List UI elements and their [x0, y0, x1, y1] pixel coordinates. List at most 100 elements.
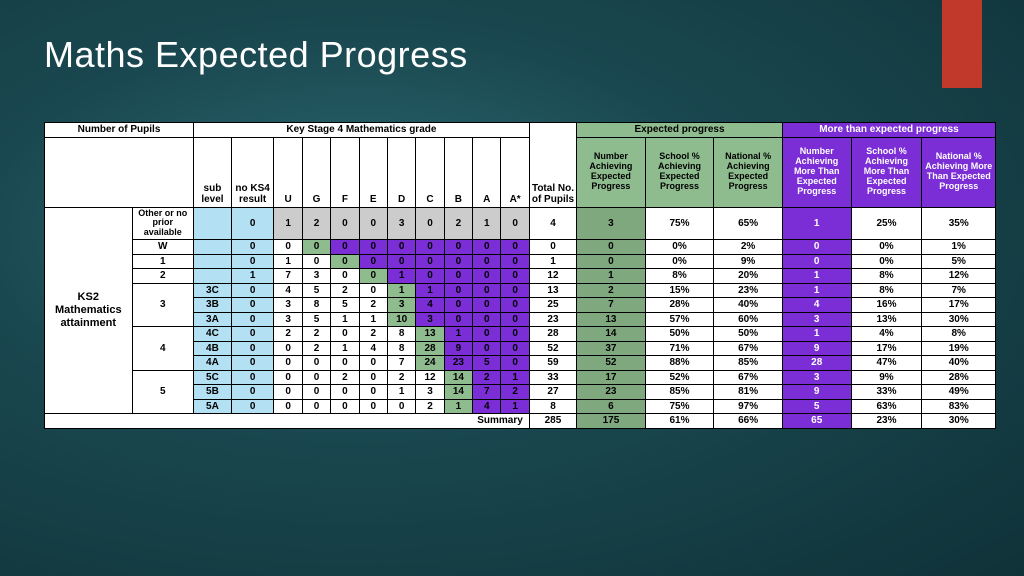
cell-morenum: 3 — [782, 312, 851, 327]
cell-grade: 2 — [416, 399, 444, 414]
cell-total: 27 — [529, 385, 576, 400]
cell-grade: 0 — [302, 385, 330, 400]
cell-expnum: 6 — [577, 399, 646, 414]
cell-grade: 0 — [302, 254, 330, 269]
cell-grade: 7 — [473, 385, 501, 400]
cell-grade: 0 — [331, 399, 359, 414]
cell-expnum: 0 — [577, 254, 646, 269]
cell-grade: 0 — [302, 240, 330, 255]
cell-grade: 3 — [387, 207, 415, 240]
table-body: KS2 Mathematics attainment Other or no p… — [45, 207, 996, 428]
cell-grade: 3 — [387, 298, 415, 313]
cell-noks4: 0 — [231, 356, 274, 371]
cell-grade: 0 — [501, 341, 529, 356]
cell-grade: 1 — [359, 312, 387, 327]
cell-grade: 1 — [274, 254, 302, 269]
cell-natmore: 35% — [922, 207, 996, 240]
cell-sublevel: 4A — [194, 356, 232, 371]
hdr-blank — [45, 137, 194, 207]
cell-schoolexp: 50% — [645, 327, 714, 342]
cell-grade: 0 — [274, 356, 302, 371]
cell-grade: 1 — [501, 399, 529, 414]
cell-grade: 4 — [359, 341, 387, 356]
cell-expnum: 2 — [577, 283, 646, 298]
cell-grade: 0 — [359, 356, 387, 371]
cell-grade: 5 — [302, 312, 330, 327]
hdr-grade-astar: A* — [501, 137, 529, 207]
cell-sublevel: 3C — [194, 283, 232, 298]
cell-morenum: 1 — [782, 269, 851, 284]
hdr-pupils: Number of Pupils — [45, 123, 194, 138]
cell-natexp: 40% — [714, 298, 783, 313]
cell-schoolexp: 85% — [645, 385, 714, 400]
cell-grade: 1 — [331, 312, 359, 327]
cell-grade: 0 — [473, 312, 501, 327]
cell-natexp: 67% — [714, 370, 783, 385]
cell-expnum: 7 — [577, 298, 646, 313]
cell-total: 28 — [529, 327, 576, 342]
progress-table: Number of Pupils Key Stage 4 Mathematics… — [44, 122, 996, 429]
cell-noks4: 0 — [231, 254, 274, 269]
cell-expnum: 0 — [577, 240, 646, 255]
cell-grade: 0 — [302, 399, 330, 414]
hdr-grade-a: A — [473, 137, 501, 207]
cell-grade: 0 — [359, 207, 387, 240]
cell-schoolexp: 75% — [645, 399, 714, 414]
hdr-total: Total No. of Pupils — [529, 123, 576, 208]
cell-schoolmore: 63% — [851, 399, 922, 414]
hdr-ks4: Key Stage 4 Mathematics grade — [194, 123, 530, 138]
cell-grade: 23 — [444, 356, 472, 371]
cell-morenum: 9 — [782, 385, 851, 400]
cell-grade: 4 — [473, 399, 501, 414]
cell-grade: 0 — [359, 385, 387, 400]
cell-natexp: 60% — [714, 312, 783, 327]
hdr-grade-e: E — [359, 137, 387, 207]
cell-grade: 14 — [444, 370, 472, 385]
cell-grade: 0 — [501, 356, 529, 371]
cell-natmore: 12% — [922, 269, 996, 284]
cell-grade: 0 — [416, 240, 444, 255]
cell-grade: 7 — [387, 356, 415, 371]
cell-morenum: 4 — [782, 298, 851, 313]
cell-grade: 1 — [501, 370, 529, 385]
cell-total: 1 — [529, 254, 576, 269]
cell-grade: 0 — [274, 399, 302, 414]
summary-morenum: 65 — [782, 414, 851, 429]
cell-grade: 8 — [387, 327, 415, 342]
cell-total: 23 — [529, 312, 576, 327]
row-label: W — [132, 240, 194, 255]
cell-grade: 2 — [359, 298, 387, 313]
cell-grade: 0 — [501, 269, 529, 284]
cell-schoolmore: 0% — [851, 254, 922, 269]
progress-table-container: Number of Pupils Key Stage 4 Mathematics… — [44, 122, 996, 429]
hdr-grade-u: U — [274, 137, 302, 207]
table-row: W 0 0000000000 0 0% 2% 0 0% 1% — [45, 240, 996, 255]
hdr-exp-school: School % Achieving Expected Progress — [645, 137, 714, 207]
cell-grade: 4 — [274, 283, 302, 298]
cell-schoolmore: 0% — [851, 240, 922, 255]
cell-grade: 0 — [331, 254, 359, 269]
row-label: 2 — [132, 269, 194, 284]
cell-natexp: 65% — [714, 207, 783, 240]
cell-natmore: 40% — [922, 356, 996, 371]
cell-noks4: 0 — [231, 298, 274, 313]
cell-schoolexp: 52% — [645, 370, 714, 385]
cell-total: 25 — [529, 298, 576, 313]
cell-grade: 0 — [501, 327, 529, 342]
cell-expnum: 13 — [577, 312, 646, 327]
cell-grade: 1 — [473, 207, 501, 240]
cell-noks4: 0 — [231, 207, 274, 240]
cell-grade: 0 — [302, 356, 330, 371]
cell-grade: 7 — [274, 269, 302, 284]
summary-schoolexp: 61% — [645, 414, 714, 429]
cell-natmore: 8% — [922, 327, 996, 342]
cell-grade: 3 — [274, 312, 302, 327]
hdr-grade-g: G — [302, 137, 330, 207]
hdr-grade-b: B — [444, 137, 472, 207]
cell-grade: 9 — [444, 341, 472, 356]
cell-morenum: 3 — [782, 370, 851, 385]
hdr-sublevel: sub level — [194, 137, 232, 207]
cell-natmore: 49% — [922, 385, 996, 400]
cell-grade: 0 — [359, 240, 387, 255]
cell-schoolmore: 4% — [851, 327, 922, 342]
